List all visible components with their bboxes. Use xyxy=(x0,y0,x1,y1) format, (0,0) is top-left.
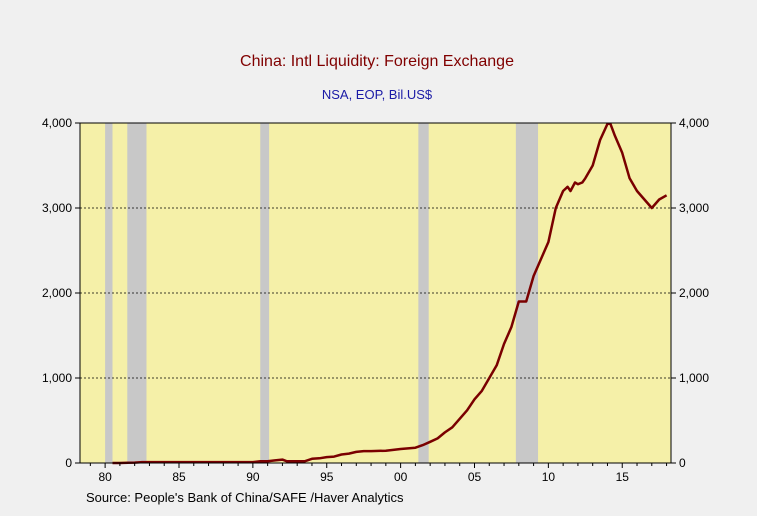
right-tick-label-3: 3,000 xyxy=(679,201,709,215)
left-tick-label-4: 4,000 xyxy=(42,116,72,130)
chart-title: China: Intl Liquidity: Foreign Exchange xyxy=(240,53,514,70)
left-tick-label-0: 0 xyxy=(65,456,72,470)
x-tick-label-0: 80 xyxy=(98,470,112,484)
right-tick-label-4: 4,000 xyxy=(679,116,709,130)
right-tick-label-0: 0 xyxy=(679,456,686,470)
left-tick-label-2: 2,000 xyxy=(42,286,72,300)
x-tick-label-3: 95 xyxy=(320,470,334,484)
x-tick-label-4: 00 xyxy=(394,470,408,484)
series-line xyxy=(112,122,668,465)
x-tick-label-5: 05 xyxy=(468,470,482,484)
source-note: Source: People's Bank of China/SAFE /Hav… xyxy=(86,490,404,505)
left-tick-label-1: 1,000 xyxy=(42,371,72,385)
right-tick-label-2: 2,000 xyxy=(679,286,709,300)
x-tick-label-6: 10 xyxy=(542,470,556,484)
right-tick-label-1: 1,000 xyxy=(679,371,709,385)
chart-subtitle: NSA, EOP, Bil.US$ xyxy=(322,87,433,102)
x-tick-label-2: 90 xyxy=(246,470,260,484)
left-tick-label-3: 3,000 xyxy=(42,201,72,215)
recession-band-4 xyxy=(515,123,539,463)
recession-band-3 xyxy=(418,123,429,463)
x-tick-label-7: 15 xyxy=(616,470,630,484)
x-tick-label-1: 85 xyxy=(172,470,186,484)
